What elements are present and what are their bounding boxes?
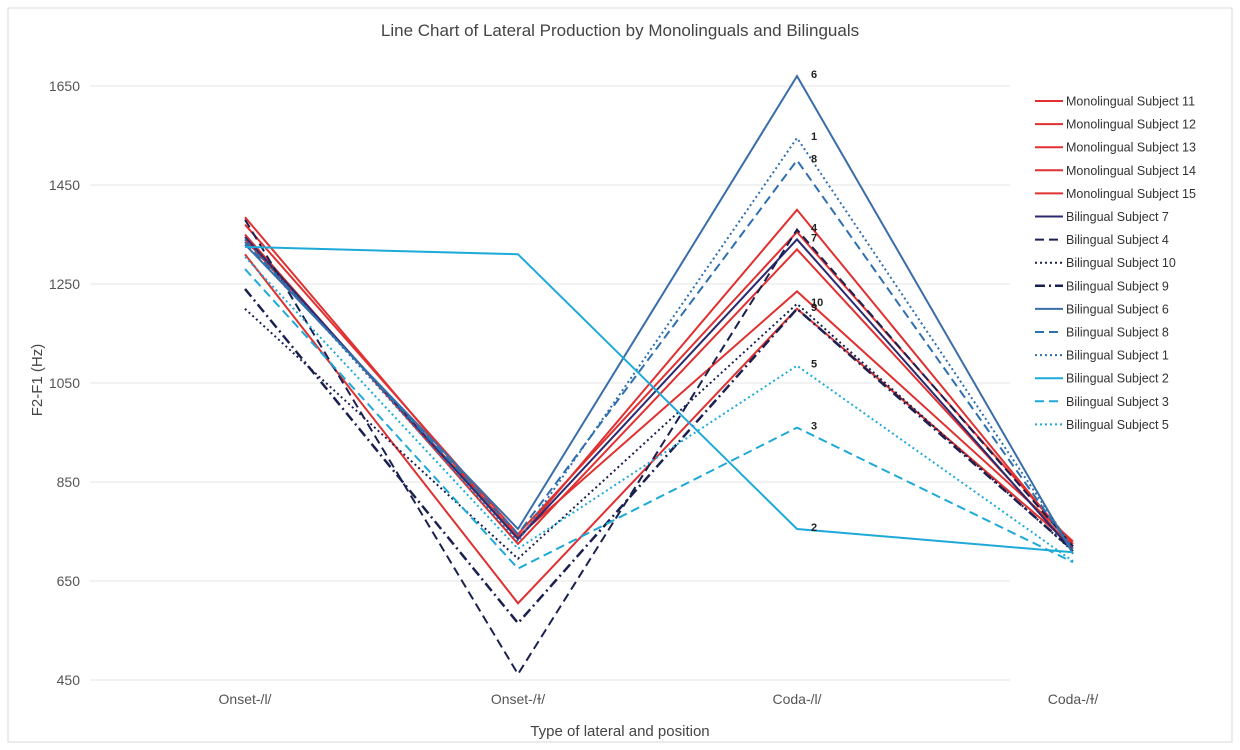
x-tick-labels: Onset-/l/Onset-/ɫ/Coda-/l/Coda-/ɫ/ (219, 691, 1099, 707)
legend-label: Monolingual Subject 13 (1066, 141, 1196, 155)
point-label: 4 (811, 223, 818, 235)
legend-label: Monolingual Subject 12 (1066, 118, 1196, 132)
y-tick-label: 1450 (49, 177, 80, 193)
gridlines (90, 85, 1010, 681)
point-label: 10 (811, 297, 823, 309)
chart-title: Line Chart of Lateral Production by Mono… (381, 21, 859, 40)
y-tick-label: 450 (57, 672, 81, 688)
legend-label: Monolingual Subject 15 (1066, 187, 1196, 201)
point-label: 5 (811, 359, 817, 371)
point-label: 8 (811, 153, 817, 165)
point-label: 7 (811, 232, 817, 244)
point-label: 6 (811, 69, 817, 81)
series-line-5 (244, 253, 1074, 605)
y-tick-labels: 450 650 850 1050 1250 1450 1650 (49, 78, 80, 688)
point-annotations: 6 1 8 47 109 5 3 2 (811, 69, 823, 534)
legend-label: Bilingual Subject 1 (1066, 349, 1169, 363)
series-line-12 (244, 136, 1074, 550)
series-line-15 (244, 256, 1074, 563)
x-tick-label: Onset-/ɫ/ (491, 691, 545, 707)
legend-label: Bilingual Subject 5 (1066, 418, 1169, 432)
x-tick-label: Onset-/l/ (219, 691, 272, 707)
y-tick-label: 650 (57, 573, 81, 589)
legend-label: Monolingual Subject 14 (1066, 164, 1196, 178)
point-label: 1 (811, 131, 817, 143)
x-axis-label: Type of lateral and position (530, 723, 709, 740)
y-tick-label: 1250 (49, 276, 80, 292)
legend-label: Bilingual Subject 3 (1066, 395, 1169, 409)
legend-label: Bilingual Subject 7 (1066, 210, 1169, 224)
point-label: 9 (811, 302, 817, 314)
legend-label: Bilingual Subject 8 (1066, 326, 1169, 340)
series-line-7 (244, 219, 1074, 677)
legend-label: Bilingual Subject 9 (1066, 279, 1169, 293)
legend-label: Bilingual Subject 2 (1066, 372, 1169, 386)
y-axis-label: F2-F1 (Hz) (29, 344, 46, 417)
series-line-11 (244, 158, 1074, 551)
series-line-9 (244, 288, 1074, 626)
legend: Monolingual Subject 11 Monolingual Subjec… (1035, 95, 1196, 432)
series-line-13 (244, 245, 1074, 554)
series-lines (244, 74, 1074, 677)
point-label: 2 (811, 522, 817, 534)
y-tick-label: 850 (57, 474, 81, 490)
y-tick-label: 1050 (49, 375, 80, 391)
series-line-8 (244, 302, 1074, 561)
chart-border (7, 7, 1233, 743)
legend-label: Bilingual Subject 6 (1066, 302, 1169, 316)
x-tick-label: Coda-/l/ (772, 691, 821, 707)
legend-label: Monolingual Subject 11 (1066, 95, 1195, 109)
point-label: 3 (811, 421, 817, 433)
y-tick-label: 1650 (49, 78, 80, 94)
series-line-14 (244, 268, 1074, 570)
legend-label: Bilingual Subject 4 (1066, 233, 1169, 247)
legend-label: Bilingual Subject 10 (1066, 256, 1176, 270)
x-tick-label: Coda-/ɫ/ (1048, 691, 1099, 707)
